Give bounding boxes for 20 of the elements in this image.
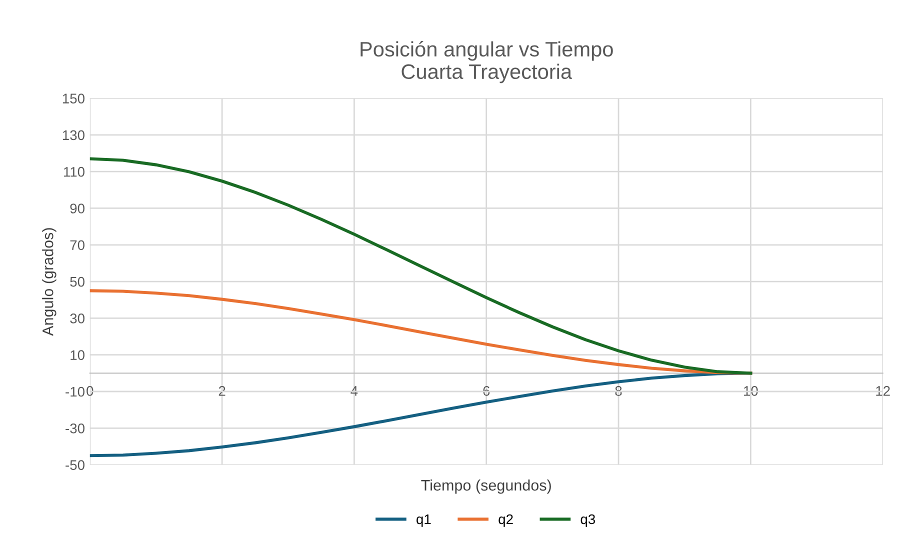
y-tick-label: 70 xyxy=(70,240,84,250)
x-tick-label: 12 xyxy=(876,386,890,396)
x-axis-title: Tiempo (segundos) xyxy=(421,479,551,494)
y-tick-label: 90 xyxy=(70,204,84,214)
x-tick-label: 0 xyxy=(86,386,94,396)
y-tick-label: 30 xyxy=(70,314,84,324)
y-tick-label: 10 xyxy=(70,350,84,360)
legend-label: q2 xyxy=(498,514,513,527)
y-tick-label: 130 xyxy=(62,130,84,140)
y-tick-label: -30 xyxy=(66,423,84,434)
y-tick-label: 110 xyxy=(64,166,84,177)
y-tick-label: -50 xyxy=(66,460,84,470)
chart-title: Posición angular vs Tiempo Cuarta Trayectoria xyxy=(360,41,613,84)
legend-label: q3 xyxy=(580,514,596,527)
y-tick-label: 50 xyxy=(70,276,84,287)
line-series xyxy=(90,157,752,375)
y-axis-title: Angulo (grados) xyxy=(42,228,56,336)
y-tick-label: -10 xyxy=(66,386,84,397)
legend-label: q1 xyxy=(416,514,431,527)
y-tick-label: 150 xyxy=(62,94,84,104)
